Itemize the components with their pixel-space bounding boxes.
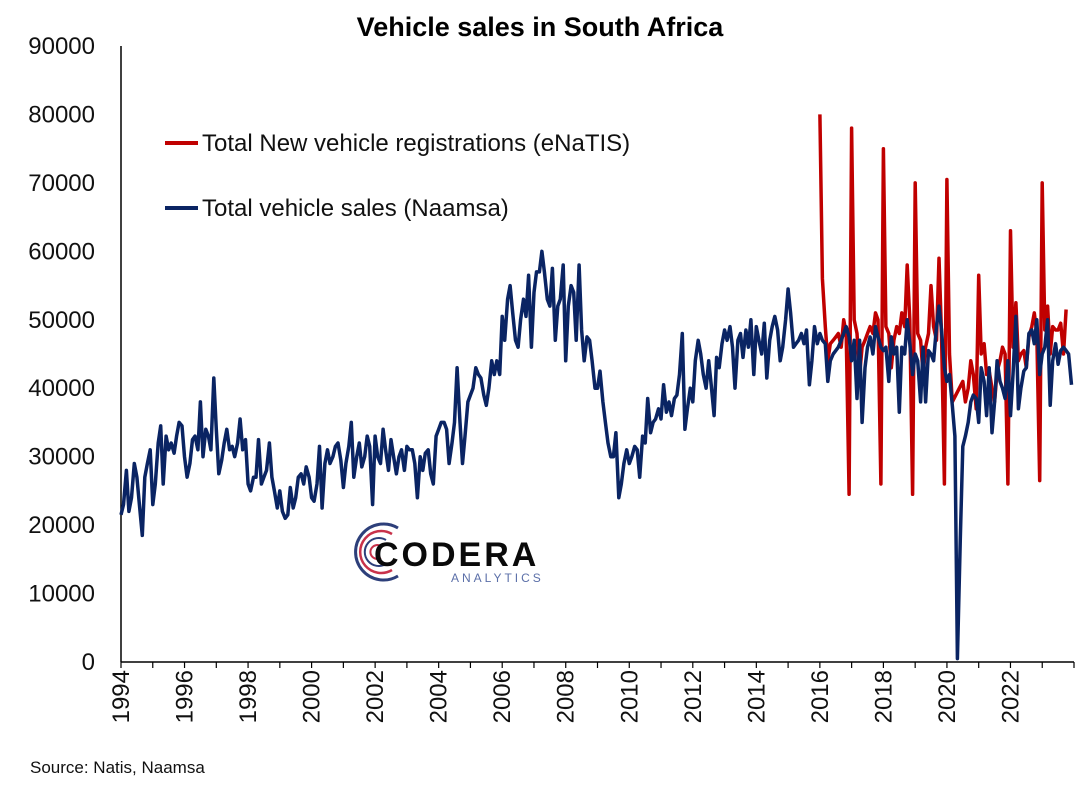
y-tick-label: 40000 (28, 375, 95, 402)
y-tick-label: 50000 (28, 307, 95, 334)
logo-tagline: ANALYTICS (451, 571, 544, 585)
x-tick-label: 2018 (870, 670, 897, 723)
x-tick-label: 2004 (426, 670, 453, 723)
logo-mark-icon (354, 522, 399, 582)
y-tick-label: 20000 (28, 512, 95, 539)
x-tick-label: 2016 (807, 670, 834, 723)
y-tick-label: 80000 (28, 101, 95, 128)
x-tick-label: 2008 (553, 670, 580, 723)
x-tick-label: 1996 (172, 670, 199, 723)
x-tick-label: 2000 (299, 670, 326, 723)
x-tick-label: 2022 (997, 670, 1024, 723)
y-tick-label: 90000 (28, 33, 95, 60)
y-tick-label: 30000 (28, 444, 95, 471)
y-axis: 0 10000 20000 30000 40000 50000 60000 70000 8000… (28, 33, 122, 676)
x-tick-label: 2012 (680, 670, 707, 723)
y-tick-label: 0 (82, 649, 95, 676)
x-tick-label: 2006 (489, 670, 516, 723)
x-tick-label: 1998 (235, 670, 262, 723)
legend-label-sales: Total vehicle sales (Naamsa) (202, 195, 509, 222)
legend: Total New vehicle registrations (eNaTIS)… (165, 130, 630, 222)
series-line-sales (119, 249, 1074, 661)
x-tick-label: 2014 (743, 670, 770, 723)
y-tick-label: 70000 (28, 170, 95, 197)
codera-logo: CODERA ANALYTICS (354, 522, 544, 585)
x-tick-label: 1994 (108, 670, 135, 723)
chart-title: Vehicle sales in South Africa (357, 12, 725, 42)
x-tick-label: 2002 (362, 670, 389, 723)
logo-name: CODERA (374, 536, 539, 574)
source-note: Source: Natis, Naamsa (30, 758, 205, 777)
x-tick-label: 2010 (616, 670, 643, 723)
x-axis: 1994 1996 1998 2000 2002 2004 2006 2008 2010 2012… (108, 661, 1075, 723)
series-line-registrations (818, 114, 1068, 497)
series-layer (119, 114, 1074, 661)
legend-label-registrations: Total New vehicle registrations (eNaTIS) (202, 130, 630, 157)
y-tick-label: 10000 (28, 581, 95, 608)
y-tick-label: 60000 (28, 238, 95, 265)
x-tick-label: 2020 (934, 670, 961, 723)
